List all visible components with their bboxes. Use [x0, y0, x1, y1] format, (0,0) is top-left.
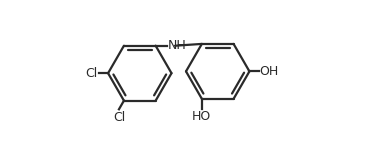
Text: Cl: Cl — [114, 111, 126, 124]
Text: NH: NH — [168, 39, 187, 52]
Text: Cl: Cl — [86, 67, 98, 80]
Text: OH: OH — [260, 65, 279, 78]
Text: HO: HO — [191, 110, 211, 123]
